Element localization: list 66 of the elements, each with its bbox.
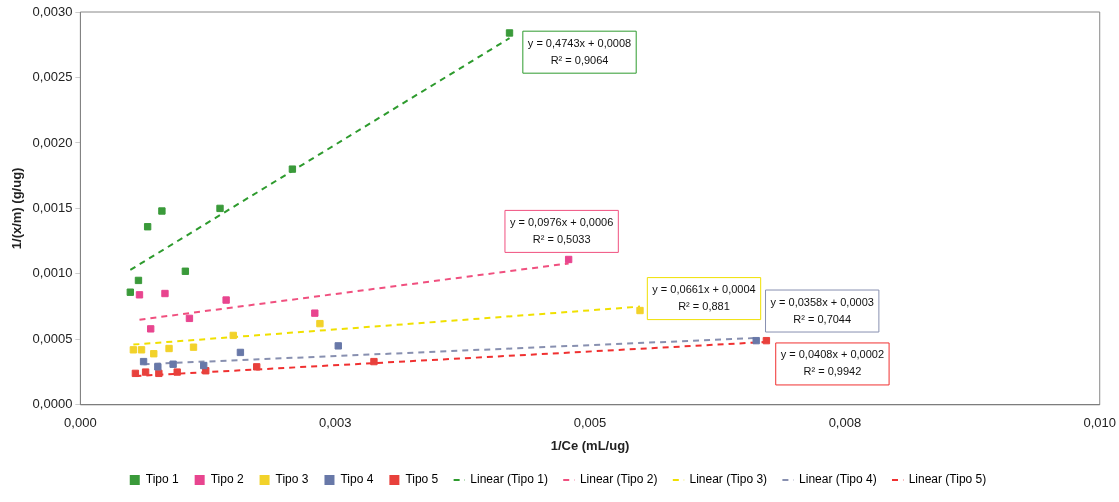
legend-label: Tipo 2 <box>210 472 244 487</box>
point <box>636 306 644 315</box>
annotation: y = 0,4743x + 0,0008 R² = 0,9064 <box>527 36 632 66</box>
x-tick-label: 0,005 <box>573 415 607 431</box>
point <box>288 165 297 173</box>
x-tick-label: 0,010 <box>1083 415 1117 431</box>
x-tick-label: 0,000 <box>64 415 97 431</box>
point <box>173 368 181 376</box>
point <box>229 331 237 340</box>
legend-label: Tipo 4 <box>340 472 374 487</box>
point <box>564 255 573 264</box>
point <box>236 348 245 357</box>
point <box>161 289 169 298</box>
point <box>762 336 771 345</box>
point <box>143 223 152 231</box>
point <box>216 204 224 213</box>
point <box>135 291 144 299</box>
point <box>169 360 177 368</box>
point <box>126 288 134 296</box>
x-axis-title: 1/Ce (mL/ug) <box>550 437 630 453</box>
point <box>200 361 208 370</box>
point <box>253 363 261 371</box>
y-tick-label: 0,0000 <box>32 396 73 412</box>
legend-label: Linear (Tipo 1) <box>470 472 548 487</box>
point <box>334 342 342 350</box>
annotation: y = 0,0661x + 0,0004 R² = 0,881 <box>652 283 756 313</box>
x-tick-label: 0,008 <box>828 415 862 431</box>
point <box>505 29 514 37</box>
point <box>316 319 324 328</box>
y-tick-label: 0,0015 <box>32 199 73 215</box>
point <box>154 363 162 371</box>
y-axis-title: 1/(x/m) (g/ug) <box>9 167 25 250</box>
legend-label: Tipo 3 <box>275 472 309 487</box>
y-tick-label: 0,0030 <box>32 3 73 19</box>
x-tick-label: 0,003 <box>318 415 352 431</box>
annotation: y = 0,0408x + 0,0002 R² = 0,9942 <box>780 348 885 378</box>
legend-label: Tipo 1 <box>145 472 179 487</box>
point <box>189 343 198 351</box>
y-tick-label: 0,0005 <box>32 330 73 346</box>
point <box>137 346 146 354</box>
point <box>311 309 319 317</box>
point <box>370 357 378 366</box>
y-tick-label: 0,0020 <box>32 134 73 150</box>
point <box>134 276 143 285</box>
point <box>165 344 173 353</box>
point <box>181 267 190 275</box>
annotation: y = 0,0976x + 0,0006 R² = 0,5033 <box>509 215 614 245</box>
point <box>185 314 194 323</box>
point <box>131 369 140 378</box>
legend-label: Linear (Tipo 4) <box>799 472 877 487</box>
point <box>158 207 166 215</box>
point <box>139 357 148 366</box>
point <box>147 325 155 333</box>
legend-label: Linear (Tipo 5) <box>908 472 987 487</box>
legend-label: Tipo 5 <box>405 472 439 487</box>
legend-label: Linear (Tipo 2) <box>579 472 658 487</box>
point <box>155 369 163 378</box>
y-tick-label: 0,0025 <box>32 69 73 85</box>
legend-label: Linear (Tipo 3) <box>689 472 768 487</box>
point <box>150 350 158 358</box>
point <box>129 346 138 354</box>
annotation: y = 0,0358x + 0,0003 R² = 0,7044 <box>770 295 874 325</box>
point <box>752 336 760 345</box>
point <box>222 296 230 304</box>
point <box>141 368 150 376</box>
y-tick-label: 0,0010 <box>32 265 73 281</box>
